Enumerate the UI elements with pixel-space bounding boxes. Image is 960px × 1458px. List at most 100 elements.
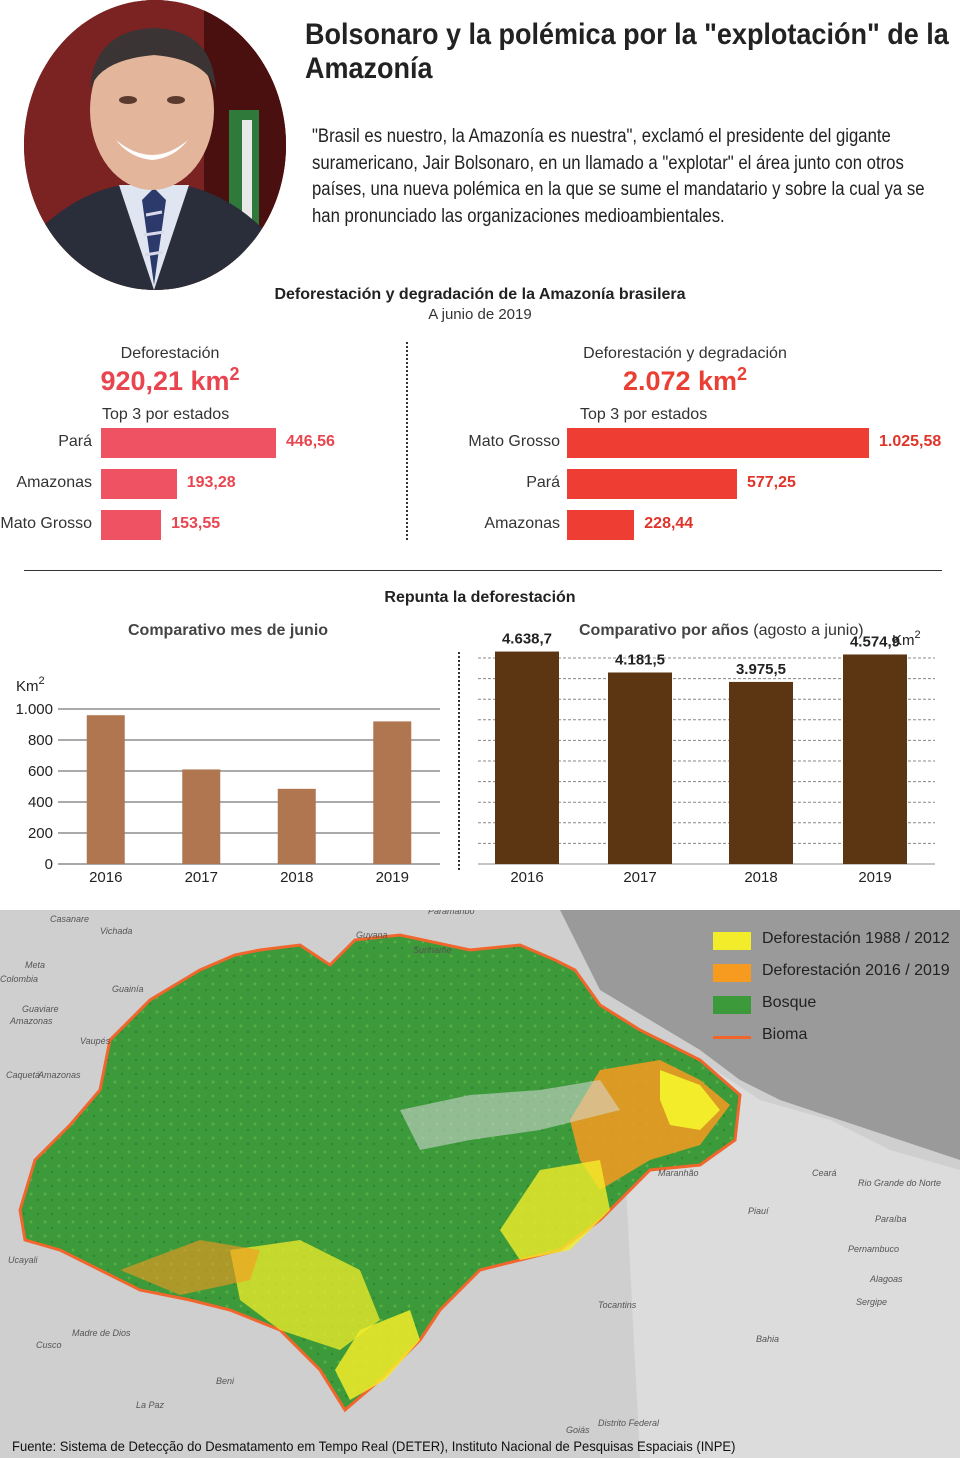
map-place-label: Vaupés — [80, 1036, 111, 1046]
map-place-label: Meta — [25, 960, 46, 970]
june-bar-chart: 0 200 400 600 800 1.000 Km2 2016 2017 2018 2019 — [15, 675, 440, 886]
amazon-map-drawing — [0, 910, 960, 1458]
hbar — [567, 428, 869, 458]
bar — [277, 788, 316, 864]
map-place-label: Sergipe — [856, 1297, 888, 1307]
legend-label: Deforestación 1988 / 2012 — [762, 930, 950, 947]
map-place-label: Maranhão — [658, 1168, 699, 1178]
hbar-value-label: 1.025,58 — [879, 433, 942, 450]
map-place-label: Vichada — [100, 926, 133, 936]
map-place-label: Alagoas — [870, 1274, 903, 1284]
bar-value-label: 4.181,5 — [615, 651, 665, 668]
hbar-value-label: 193,28 — [186, 474, 236, 491]
legend-label: Bosque — [762, 994, 817, 1011]
top3-label-right: Top 3 por estados — [580, 406, 708, 423]
kpi-value-degradacion: 2.072 km2 — [622, 364, 748, 396]
map-place-label: Guaviare — [22, 1004, 59, 1014]
divider-dotted-2 — [458, 652, 460, 870]
y-tick-label: 1.000 — [15, 701, 53, 718]
hbar-category-label: Pará — [58, 433, 92, 450]
map-place-label: Cusco — [36, 1340, 62, 1350]
portrait-photo — [24, 0, 286, 290]
legend-swatch — [713, 932, 751, 950]
map-place-label: Goiás — [566, 1425, 590, 1435]
hbar-value-label: 446,56 — [286, 433, 335, 450]
amazon-map: Casanare Vichada Guyana Suriname Paramaribo M… — [0, 910, 960, 1458]
hbar-category-label: Pará — [526, 474, 560, 491]
y-axis-label: Km2 — [16, 675, 45, 695]
bar-value-label: 4.638,7 — [502, 631, 552, 648]
hbar-category-label: Amazonas — [484, 515, 560, 532]
y-tick-label: 0 — [45, 856, 53, 873]
x-tick-label: 2018 — [280, 869, 313, 886]
y-tick-label: 400 — [28, 794, 53, 811]
page-title: Bolsonaro y la polémica por la "explotac… — [305, 18, 949, 85]
map-place-label: Piauí — [748, 1206, 769, 1216]
hbar — [567, 510, 635, 540]
y-tick-label: 600 — [28, 763, 53, 780]
intro-paragraph: "Brasil es nuestro, la Amazonía es nuest… — [312, 126, 925, 227]
legend-label: Bioma — [762, 1026, 808, 1043]
map-place-label: Caquetá — [6, 1070, 41, 1080]
bar — [373, 721, 412, 864]
hbar-value-label: 228,44 — [644, 515, 694, 532]
hbar-value-label: 577,25 — [746, 474, 796, 491]
source-note: Fuente: Sistema de Detecção do Desmatame… — [12, 1438, 736, 1454]
chart-june-title: Comparativo mes de junio — [128, 622, 329, 639]
kpi-value-deforestacion: 920,21 km2 — [100, 364, 240, 396]
bar-value-label: 3.975,5 — [736, 661, 786, 678]
hbar-value-label: 153,55 — [171, 515, 221, 532]
legend-swatch — [713, 964, 751, 982]
map-place-label: La Paz — [136, 1400, 165, 1410]
map-place-label: Beni — [216, 1376, 235, 1386]
legend-swatch — [713, 996, 751, 1014]
hbar — [101, 428, 276, 458]
hbar-category-label: Amazonas — [16, 474, 92, 491]
bar — [182, 769, 221, 864]
kpi-label-deforestacion: Deforestación — [120, 345, 220, 362]
x-tick-label: 2017 — [623, 869, 656, 886]
x-tick-label: 2019 — [376, 869, 409, 886]
bar — [729, 681, 793, 864]
map-place-label: Guainía — [112, 984, 144, 994]
y-tick-label: 200 — [28, 825, 53, 842]
section-divider — [24, 570, 942, 571]
bar — [608, 672, 672, 864]
map-place-label: Distrito Federal — [598, 1418, 660, 1428]
map-place-label: Bahia — [756, 1334, 780, 1344]
map-place-label: Colombia — [0, 974, 39, 984]
map-place-label: Tocantins — [598, 1300, 637, 1310]
x-tick-label: 2018 — [744, 869, 777, 886]
map-place-label: Casanare — [50, 914, 90, 924]
map-place-label: Amazonas — [10, 1016, 53, 1026]
legend-label: Deforestación 2016 / 2019 — [762, 962, 950, 979]
map-place-label: Paraíba — [875, 1214, 907, 1224]
map-place-label: Ucayali — [8, 1255, 38, 1265]
section1-subtitle: A junio de 2019 — [428, 306, 532, 323]
map-place-label: Ceará — [812, 1168, 837, 1178]
y-axis-label: Km2 — [892, 629, 921, 649]
divider-dotted — [406, 342, 408, 540]
y-tick-label: 800 — [28, 732, 53, 749]
map-place-label: Pernambuco — [848, 1244, 900, 1254]
chart-years-title: Comparativo por años (agosto a junio) — [579, 622, 864, 639]
map-place-label: Guyana — [356, 930, 388, 940]
hbar — [101, 510, 162, 540]
kpi-label-degradacion: Deforestación y degradación — [583, 345, 787, 362]
x-tick-label: 2016 — [89, 869, 122, 886]
map-place-label: Amazonas — [38, 1070, 81, 1080]
bar — [843, 654, 907, 864]
hbar-category-label: Mato Grosso — [0, 515, 92, 532]
x-tick-label: 2016 — [510, 869, 543, 886]
hbar — [101, 469, 177, 499]
map-place-label: Paramaribo — [428, 910, 475, 916]
hbar-category-label: Mato Grosso — [468, 433, 560, 450]
section2-title: Repunta la deforestación — [384, 589, 576, 606]
bar — [495, 651, 559, 864]
bar-value-label: 4.574,9 — [850, 633, 900, 650]
map-place-label: Rio Grande do Norte — [858, 1178, 942, 1188]
bar — [86, 715, 125, 864]
section1-title: Deforestación y degradación de la Amazon… — [274, 286, 686, 303]
years-bar-chart: Km2 4.638,7 2016 4.181,5 2017 3.975,5 2018 4.57… — [478, 629, 935, 886]
x-tick-label: 2017 — [185, 869, 218, 886]
